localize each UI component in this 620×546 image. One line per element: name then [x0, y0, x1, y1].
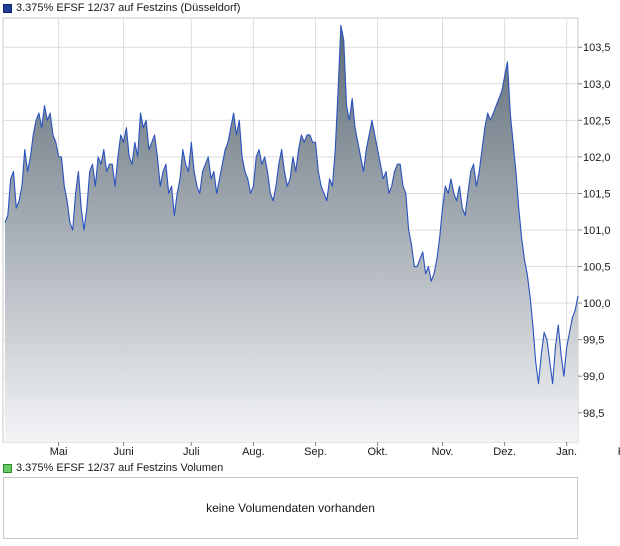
x-tick-label: Feb.: [618, 446, 620, 458]
x-tick-label: Juni: [113, 446, 133, 458]
y-tick-label: 101,5: [583, 188, 611, 200]
x-tick-label: Mai: [50, 446, 68, 458]
volume-legend-label: 3.375% EFSF 12/37 auf Festzins Volumen: [16, 462, 224, 474]
y-tick-label: 103,5: [583, 42, 611, 54]
x-tick-label: Dez.: [493, 446, 516, 458]
volume-panel: keine Volumendaten vorhanden: [3, 477, 578, 539]
y-tick-label: 99,0: [583, 371, 604, 383]
volume-empty-message: keine Volumendaten vorhanden: [206, 501, 375, 515]
y-axis: 98,5 99,0 99,5 100,0 100,5 101,0 101,5 102,0 102…: [578, 42, 611, 420]
price-chart: 98,5 99,0 99,5 100,0 100,5 101,0 101,5 102,0 102…: [2, 17, 620, 458]
y-tick-label: 99,5: [583, 335, 604, 347]
y-tick-label: 102,0: [583, 152, 611, 164]
y-tick-label: 100,5: [583, 262, 611, 274]
x-axis: MaiJuniJuliAug.Sep.Okt.Nov.Dez.Jan.Feb.M…: [50, 442, 620, 458]
x-tick-label: Nov.: [432, 446, 454, 458]
y-tick-label: 103,0: [583, 79, 611, 91]
y-tick-label: 102,5: [583, 115, 611, 127]
x-tick-label: Juli: [183, 446, 200, 458]
price-area: [5, 25, 578, 443]
price-legend-label: 3.375% EFSF 12/37 auf Festzins (Düsseldo…: [16, 2, 241, 14]
volume-legend: 3.375% EFSF 12/37 auf Festzins Volumen: [3, 461, 223, 475]
x-tick-label: Sep.: [304, 446, 327, 458]
price-legend: 3.375% EFSF 12/37 auf Festzins (Düsseldo…: [3, 1, 240, 15]
price-line: [4, 24, 579, 385]
price-legend-swatch: [3, 3, 12, 13]
x-tick-label: Jan.: [556, 446, 577, 458]
y-tick-label: 100,0: [583, 298, 611, 310]
y-tick-label: 101,0: [583, 225, 611, 237]
volume-legend-swatch: [3, 463, 12, 473]
x-tick-label: Aug.: [242, 446, 265, 458]
y-tick-label: 98,5: [583, 408, 604, 420]
x-tick-label: Okt.: [368, 446, 388, 458]
